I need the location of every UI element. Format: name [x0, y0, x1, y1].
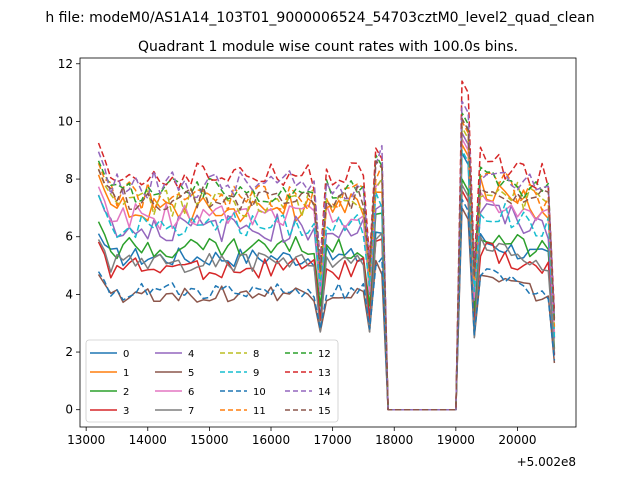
y-tick-label: 4 [65, 287, 73, 301]
legend-label-10: 10 [253, 387, 266, 398]
plot-lines [97, 80, 556, 411]
legend-label-3: 3 [123, 406, 129, 417]
figure-suptitle: h file: modeM0/AS1A14_103T01_9000006524_… [45, 10, 594, 26]
legend-label-1: 1 [123, 368, 129, 379]
y-tick-label: 10 [58, 114, 73, 128]
legend-label-8: 8 [253, 349, 259, 360]
series-line-15 [97, 117, 556, 411]
x-tick-label: 18000 [375, 433, 413, 447]
x-tick-label: 20000 [498, 433, 536, 447]
legend-label-15: 15 [318, 406, 331, 417]
x-tick-label: 17000 [314, 433, 352, 447]
legend-label-0: 0 [123, 349, 129, 360]
x-axis-offset-label: +5.002e8 [517, 455, 576, 469]
legend-label-12: 12 [318, 349, 331, 360]
y-tick-label: 6 [65, 230, 73, 244]
y-tick-label: 2 [65, 345, 73, 359]
y-tick-label: 12 [58, 57, 73, 71]
legend-label-6: 6 [188, 387, 194, 398]
legend-label-7: 7 [188, 406, 194, 417]
x-tick-label: 13000 [67, 433, 105, 447]
y-tick-label: 8 [65, 172, 73, 186]
legend-label-14: 14 [318, 387, 331, 398]
x-axis: 13000 14000 15000 16000 17000 18000 19000 20000 [67, 427, 537, 447]
series-line-7 [97, 184, 556, 411]
series-line-13 [97, 80, 556, 411]
series-line-8 [97, 126, 556, 411]
x-tick-label: 14000 [129, 433, 167, 447]
legend-label-11: 11 [253, 406, 266, 417]
legend-label-2: 2 [123, 387, 129, 398]
legend-label-5: 5 [188, 368, 194, 379]
x-tick-label: 19000 [437, 433, 475, 447]
series-line-9 [97, 149, 556, 411]
axes-frame [79, 57, 577, 428]
y-tick-label: 0 [65, 403, 73, 417]
legend-box [85, 339, 339, 423]
x-tick-label: 15000 [190, 433, 228, 447]
legend-label-4: 4 [188, 349, 194, 360]
legend-label-13: 13 [318, 368, 331, 379]
x-tick-label: 16000 [252, 433, 290, 447]
y-axis: 0 2 4 6 8 10 12 [58, 57, 80, 417]
series-line-10 [97, 198, 556, 411]
chart-title: Quadrant 1 module wise count rates with … [138, 39, 518, 55]
legend-label-9: 9 [253, 368, 259, 379]
series-line-5 [97, 207, 556, 411]
